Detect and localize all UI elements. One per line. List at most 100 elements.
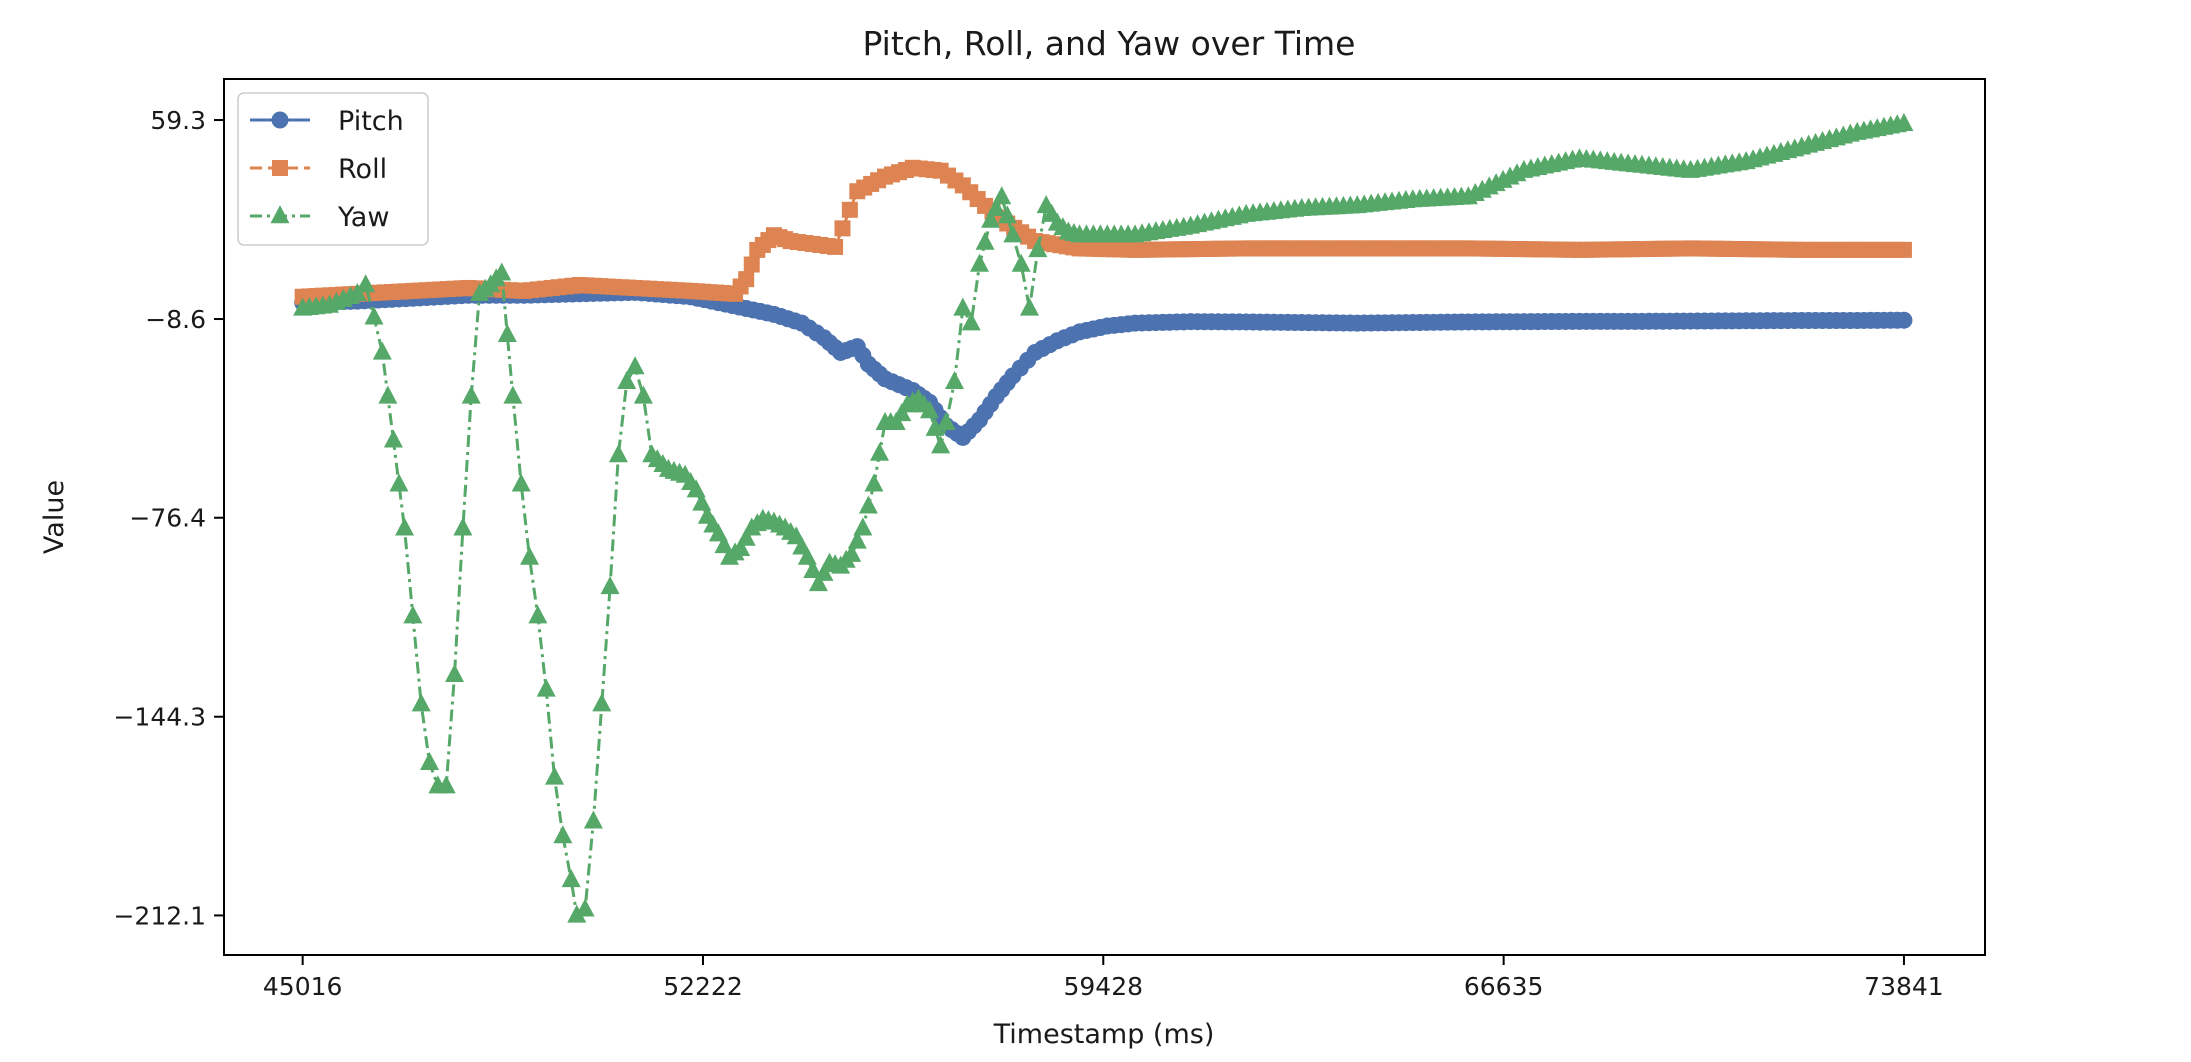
- data-point-roll: [841, 201, 858, 218]
- data-point-yaw: [511, 473, 531, 492]
- data-point-yaw: [395, 517, 415, 536]
- data-point-yaw: [608, 444, 628, 463]
- legend-item-pitch: Pitch: [250, 106, 404, 137]
- data-point-yaw: [936, 411, 956, 430]
- legend-marker-yaw: [270, 205, 290, 224]
- data-point-yaw: [953, 297, 973, 316]
- data-point-yaw: [372, 341, 392, 360]
- data-point-yaw: [931, 435, 951, 454]
- x-axis-label: Timestamp (ms): [993, 1019, 1215, 1050]
- data-point-yaw: [975, 231, 995, 250]
- data-point-yaw: [561, 869, 581, 888]
- data-point-yaw: [503, 385, 523, 404]
- data-point-roll: [738, 271, 755, 288]
- legend-label-roll: Roll: [338, 154, 387, 185]
- data-point-yaw: [389, 473, 409, 492]
- legend-label-pitch: Pitch: [338, 106, 404, 137]
- x-tick-label: 52222: [663, 972, 743, 1001]
- data-point-yaw: [592, 693, 612, 712]
- data-point-yaw: [797, 546, 817, 565]
- data-point-yaw: [536, 678, 556, 697]
- data-point-yaw: [870, 442, 890, 461]
- x-tick-label: 45016: [263, 972, 343, 1001]
- data-point-yaw: [436, 775, 456, 794]
- data-point-yaw: [1020, 297, 1040, 316]
- data-point-yaw: [356, 274, 376, 293]
- plot-lines: [293, 113, 1914, 923]
- data-point-yaw: [567, 904, 587, 923]
- data-point-yaw: [803, 559, 823, 578]
- data-point-yaw: [545, 766, 565, 785]
- data-point-yaw: [731, 537, 751, 556]
- y-tick-label: 59.3: [150, 106, 206, 135]
- legend-label-yaw: Yaw: [337, 202, 389, 233]
- data-point-yaw: [633, 385, 653, 404]
- data-point-yaw: [378, 385, 398, 404]
- series-yaw: [293, 113, 1914, 923]
- data-point-yaw: [1894, 113, 1914, 132]
- y-axis: 59.3 −8.6 −76.4 −144.3 −212.1: [113, 106, 224, 930]
- data-point-yaw: [986, 198, 1006, 217]
- data-point-yaw: [1028, 239, 1048, 258]
- data-point-yaw: [814, 562, 834, 581]
- data-point-roll: [1895, 241, 1912, 258]
- data-point-yaw: [981, 209, 1001, 228]
- data-point-yaw: [617, 370, 637, 389]
- data-point-yaw: [945, 370, 965, 389]
- data-point-yaw: [600, 576, 620, 595]
- data-point-yaw: [920, 400, 940, 419]
- y-tick-label: −212.1: [113, 901, 206, 930]
- chart-title: Pitch, Roll, and Yaw over Time: [862, 24, 1355, 63]
- data-point-yaw: [847, 530, 867, 549]
- data-point-yaw: [497, 324, 517, 343]
- data-point-yaw: [808, 573, 828, 592]
- y-tick-label: −144.3: [113, 703, 206, 732]
- legend-item-roll: Roll: [250, 154, 387, 185]
- data-point-yaw: [997, 205, 1017, 224]
- legend: Pitch Roll Yaw: [237, 92, 429, 246]
- data-point-yaw: [853, 517, 873, 536]
- data-point-yaw: [403, 605, 423, 624]
- data-point-yaw: [925, 417, 945, 436]
- x-tick-label: 59428: [1064, 972, 1144, 1001]
- y-axis-label: Value: [39, 480, 70, 554]
- data-point-yaw: [528, 605, 548, 624]
- data-point-yaw: [625, 356, 645, 375]
- data-point-yaw: [992, 186, 1012, 205]
- data-point-yaw: [492, 262, 512, 281]
- data-point-yaw: [970, 253, 990, 272]
- legend-marker-roll: [272, 160, 288, 176]
- y-tick-label: −76.4: [129, 504, 206, 533]
- legend-item-yaw: Yaw: [250, 202, 389, 233]
- legend-box: [237, 92, 429, 246]
- data-point-roll: [827, 238, 844, 255]
- legend-marker-pitch: [271, 111, 289, 129]
- data-point-yaw: [583, 810, 603, 829]
- data-point-yaw: [864, 473, 884, 492]
- data-point-yaw: [420, 751, 440, 770]
- data-point-yaw: [692, 492, 712, 511]
- data-point-yaw: [1011, 253, 1031, 272]
- x-axis: 45016 52222 59428 66635 73841: [263, 955, 1944, 1001]
- data-point-yaw: [520, 546, 540, 565]
- y-tick-label: −8.6: [145, 305, 206, 334]
- data-point-yaw: [364, 306, 384, 325]
- data-point-yaw: [842, 543, 862, 562]
- data-point-yaw: [736, 527, 756, 546]
- x-tick-label: 66635: [1464, 972, 1544, 1001]
- data-point-yaw: [411, 693, 431, 712]
- data-point-yaw: [686, 479, 706, 498]
- data-point-yaw: [553, 825, 573, 844]
- data-point-yaw: [858, 495, 878, 514]
- data-point-pitch: [1895, 311, 1913, 329]
- data-point-yaw: [383, 429, 403, 448]
- data-point-yaw: [445, 664, 465, 683]
- data-point-roll: [834, 220, 851, 237]
- data-point-roll: [743, 256, 760, 273]
- data-point-yaw: [461, 385, 481, 404]
- data-point-yaw: [1003, 224, 1023, 243]
- data-point-yaw: [961, 312, 981, 331]
- data-point-yaw: [453, 517, 473, 536]
- data-point-yaw: [575, 898, 595, 917]
